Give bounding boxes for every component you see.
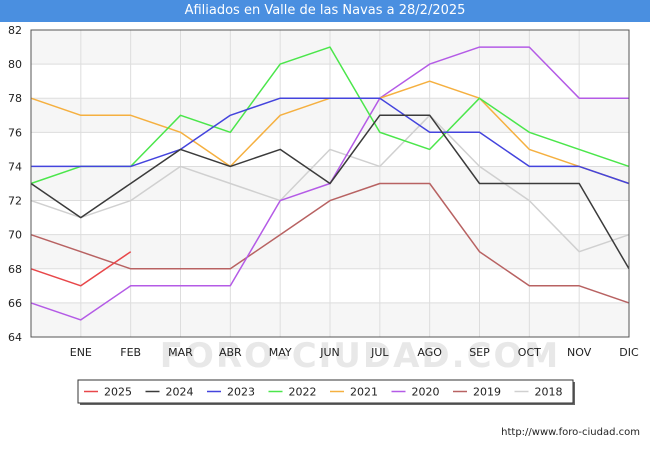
x-tick-label: ENE	[70, 346, 92, 359]
y-tick-label: 66	[8, 297, 22, 310]
y-tick-label: 76	[8, 126, 22, 139]
y-tick-label: 80	[8, 58, 22, 71]
series-line-2024	[30, 114, 630, 270]
x-tick-label: JUL	[370, 346, 389, 359]
series-line-2023	[31, 97, 630, 185]
x-tick-label: MAY	[269, 346, 292, 359]
series-line-2019	[30, 182, 630, 304]
legend-label-2024: 2024	[166, 386, 194, 399]
series-line-2025	[30, 251, 132, 287]
x-tick-label: ABR	[219, 346, 242, 359]
x-tick-label: FEB	[120, 346, 141, 359]
legend: 2025 2024 2023 2022 2021 2020 2019 2018	[77, 379, 575, 405]
y-tick-label: 64	[8, 331, 22, 344]
y-tick-label: 78	[8, 92, 22, 105]
y-axis: 64 66 68 70 72 74 76 78 80 82	[8, 24, 22, 344]
y-tick-label: 74	[8, 160, 22, 173]
x-tick-label: OCT	[518, 346, 541, 359]
x-tick-label: SEP	[469, 346, 490, 359]
x-tick-label: JUN	[319, 346, 340, 359]
legend-label-2019: 2019	[473, 386, 501, 399]
y-tick-label: 72	[8, 195, 22, 208]
x-tick-label: DIC	[619, 346, 639, 359]
legend-box	[77, 379, 574, 404]
legend-label-2022: 2022	[289, 386, 317, 399]
series-lines	[30, 46, 630, 321]
plot-frame	[30, 29, 630, 338]
legend-label-2020: 2020	[412, 386, 440, 399]
x-axis: ENE FEB MAR ABR MAY JUN JUL AGO SEP OCT NOV DIC	[70, 346, 639, 359]
x-tick-label: MAR	[168, 346, 193, 359]
legend-label-2021: 2021	[350, 386, 378, 399]
series-line-2018	[30, 114, 630, 253]
legend-label-2025: 2025	[104, 386, 132, 399]
y-tick-label: 82	[8, 24, 22, 37]
chart-title: Afiliados en Valle de las Navas a 28/2/2…	[0, 0, 650, 22]
y-tick-label: 68	[8, 263, 22, 276]
y-tick-label: 70	[8, 229, 22, 242]
legend-label-2018: 2018	[535, 386, 563, 399]
source-url[interactable]: http://www.foro-ciudad.com	[501, 427, 640, 438]
legend-label-2023: 2023	[227, 386, 255, 399]
watermark: FORO-CIUDAD.COM	[160, 336, 561, 376]
x-tick-label: NOV	[567, 346, 592, 359]
x-tick-label: AGO	[417, 346, 442, 359]
